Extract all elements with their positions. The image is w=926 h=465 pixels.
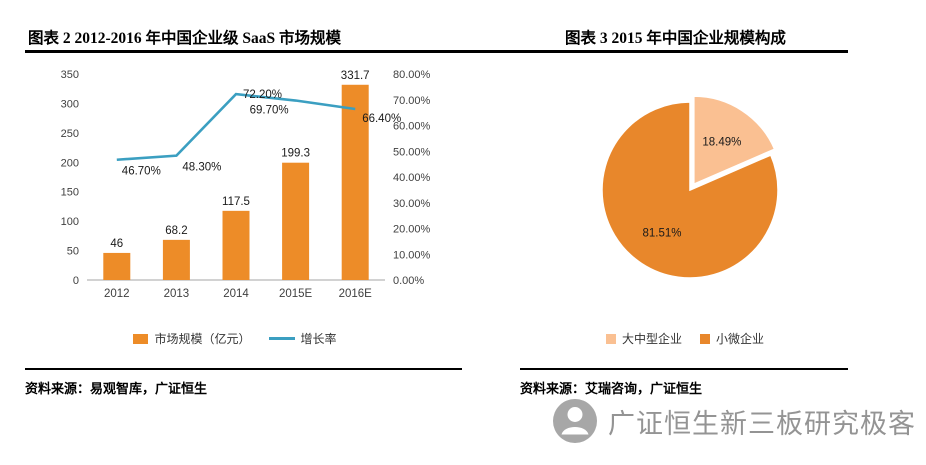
line-value-label: 69.70%	[250, 105, 289, 117]
pie-legend-swatch-small	[700, 333, 710, 344]
title-underline	[25, 50, 848, 53]
right-axis-tick: 50.00%	[393, 146, 431, 158]
x-axis-category: 2015E	[279, 288, 313, 300]
legend-item-market-size: 市场规模（亿元）	[133, 330, 251, 347]
pie-legend-swatch-large	[605, 333, 616, 344]
left-axis-tick: 300	[61, 98, 79, 110]
line-value-label: 72.20%	[243, 89, 282, 101]
bar-value-label: 68.2	[165, 225, 187, 237]
x-axis-category: 2014	[223, 288, 249, 300]
bar-2014	[222, 210, 250, 280]
pie-value-label: 18.49%	[702, 136, 741, 148]
pie-slice-0	[693, 95, 776, 186]
bar-2012	[103, 252, 131, 280]
left-axis-tick: 50	[67, 246, 79, 258]
line-value-label: 46.70%	[122, 166, 161, 178]
left-axis-tick: 100	[61, 216, 79, 228]
left-axis-tick: 200	[61, 157, 79, 169]
left-axis-tick: 150	[61, 187, 79, 199]
pie-value-label: 81.51%	[642, 228, 681, 240]
left-axis-tick: 250	[61, 128, 79, 140]
right-chart-source: 资料来源：艾瑞咨询，广证恒生	[520, 368, 848, 397]
combo-chart-legend: 市场规模（亿元） 增长率	[25, 330, 445, 347]
pie-slice-1	[601, 101, 779, 279]
growth-rate-line	[116, 92, 356, 162]
left-chart-title: 图表 2 2012-2016 年中国企业级 SaaS 市场规模	[28, 30, 342, 47]
watermark: 广证恒生新三板研究极客	[552, 398, 916, 444]
bar-value-label: 199.3	[281, 148, 310, 160]
bar-value-label: 46	[110, 238, 123, 250]
enterprise-pie-chart: 18.49% 81.51%	[601, 95, 779, 279]
bar-2015E	[282, 162, 310, 280]
line-value-label: 48.30%	[182, 162, 221, 174]
pie-chart-legend: 大中型企业 小微企业	[520, 330, 850, 347]
right-axis-tick: 30.00%	[393, 198, 431, 210]
left-axis-tick: 350	[61, 69, 79, 81]
bar-legend-swatch	[133, 333, 149, 344]
legend-label-large-medium: 大中型企业	[621, 332, 682, 346]
watermark-text: 广证恒生新三板研究极客	[608, 408, 916, 439]
bar-2013	[162, 239, 190, 280]
brand-logo-icon	[553, 399, 597, 443]
right-axis-tick: 0.00%	[393, 275, 424, 287]
right-axis-tick: 60.00%	[393, 121, 431, 133]
right-axis-tick: 40.00%	[393, 172, 431, 184]
right-axis-tick: 10.00%	[393, 249, 431, 261]
x-axis-category: 2012	[104, 288, 130, 300]
left-chart-source: 资料来源：易观智库，广证恒生	[25, 368, 462, 397]
legend-item-growth-rate: 增长率	[268, 330, 337, 347]
bar-2016E	[341, 84, 369, 280]
legend-item-large-medium: 大中型企业	[605, 330, 682, 347]
bar-value-label: 331.7	[341, 70, 370, 82]
x-axis-category: 2013	[164, 288, 190, 300]
legend-label-growth-rate: 增长率	[300, 332, 337, 346]
line-value-label: 66.40%	[362, 113, 401, 125]
legend-label-market-size: 市场规模（亿元）	[154, 332, 251, 346]
x-axis-category: 2016E	[339, 288, 373, 300]
right-axis-tick: 80.00%	[393, 69, 431, 81]
legend-label-small-micro: 小微企业	[716, 332, 765, 346]
legend-item-small-micro: 小微企业	[700, 330, 764, 347]
saas-combo-chart: 0 50 100 150 200 250 300 350 0.00% 10.00% 20.00% 30…	[61, 69, 431, 300]
right-axis-tick: 20.00%	[393, 224, 431, 236]
bar-value-label: 117.5	[222, 196, 250, 208]
right-chart-title: 图表 3 2015 年中国企业规模构成	[565, 30, 786, 47]
right-axis-tick: 70.00%	[393, 95, 431, 107]
left-axis-tick: 0	[73, 275, 79, 287]
line-legend-swatch	[268, 337, 295, 340]
